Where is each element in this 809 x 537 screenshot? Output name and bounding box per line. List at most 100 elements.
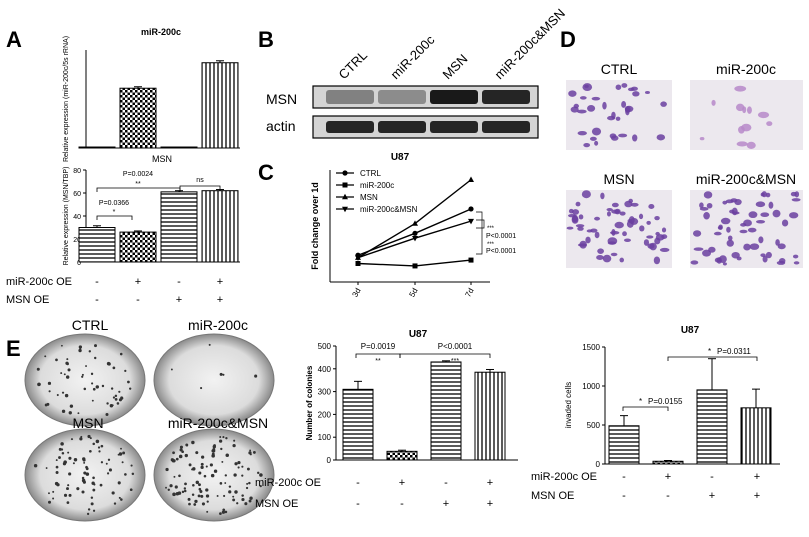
cell-3-52 [626,220,634,228]
cell-3-25 [622,231,627,237]
chart-c-legend-marker-3 [342,193,348,200]
colony-4-4 [192,483,195,487]
colony-4-51 [224,474,227,477]
blot-row-label-actin: actin [266,118,296,134]
colony-1-9 [95,385,100,389]
sig-pvalue-a-1: P=0.0366 [99,200,129,207]
chart-c-xtick-label: 3d [350,287,362,299]
chart-c-point-1-3 [468,206,474,212]
colony-3-54 [52,497,55,500]
chart-e-colonies-bar-4 [474,371,506,461]
colony-1-17 [81,375,84,378]
cell-4-48 [703,211,710,220]
colony-1-32 [85,365,87,367]
cell-2-9 [736,141,748,147]
cell-3-48 [578,214,584,220]
colony-1-45 [48,390,51,393]
colony-2-5 [170,368,173,371]
cell-2-7 [746,106,752,114]
cell-4-1 [720,217,731,225]
colony-3-49 [120,498,123,501]
sig-star-e-2: *** [451,358,459,365]
cell-3-4 [630,202,639,207]
colony-4-54 [209,463,213,467]
cell-4-4 [727,235,733,241]
colony-1-21 [36,367,40,371]
colony-3-60 [63,493,68,497]
colony-4-8 [252,450,256,454]
sig-star-e-4: * [708,347,711,356]
colony-4-89 [234,490,238,494]
colony-3-1 [88,449,92,453]
colony-4-99 [249,453,252,456]
colony-2-4 [200,386,203,390]
sig-bracket-e-4 [667,356,758,361]
chart-c-xtick-label: 5d [407,287,419,299]
chart-a-bottom-bar-3 [160,191,198,263]
chart-e-colonies-ytick-label: 200 [318,410,332,419]
chart-c-xtick-label: 7d [463,287,475,299]
colony-3-28 [76,487,80,491]
colony-1-19 [112,396,116,399]
chart-a-bottom-ytick-label: 40 [73,214,81,221]
colony-4-100 [205,488,209,492]
sig-star-a-1: * [113,209,116,216]
colony-1-48 [91,399,94,402]
chart-a-top-bar-2 [119,87,157,149]
panel-label-d: D [560,27,576,52]
colony-1-50 [114,394,118,398]
colony-2-1 [208,343,211,346]
colony-3-47 [99,483,103,487]
colony-3-42 [92,488,96,492]
image-d-label-1: CTRL [601,61,638,77]
cell-4-46 [768,201,774,209]
table-e1-mir-sign-2: + [399,477,405,489]
cell-3-20 [579,240,587,249]
colony-3-44 [95,439,100,444]
cell-4-15 [789,212,799,219]
cell-4-12 [713,231,722,236]
colony-4-10 [246,467,250,471]
chart-e-colonies-title: U87 [409,329,428,340]
colony-3-75 [60,442,64,446]
sig-bracket-a-1 [96,215,133,220]
cell-4-24 [748,211,758,219]
table-a-msn-sign-4: + [217,294,223,306]
colony-4-104 [237,460,241,465]
cell-1-16 [660,101,667,107]
table-e2-mir-sign-1: - [622,471,626,483]
chart-a-top-title: miR-200c [141,27,181,37]
colony-4-77 [179,448,183,452]
colony-4-67 [188,502,191,506]
colony-4-75 [241,494,244,497]
colony-1-34 [44,403,48,407]
colony-4-17 [224,482,227,484]
blot-lane-label-4: miR-200c&MSN [492,6,569,83]
chart-e-invaded-ytick-label: 0 [596,460,601,469]
cell-3-34 [590,228,598,233]
table-a-msn-sign-3: + [176,294,182,306]
cell-3-47 [575,201,581,207]
panel-label-c: C [258,160,274,185]
chart-a-bottom-bar-2 [119,231,157,263]
colony-1-43 [114,397,118,401]
colony-1-4 [68,411,72,415]
cell-1-29 [584,84,589,88]
colony-3-32 [66,501,70,504]
colony-4-34 [187,497,191,501]
colony-3-51 [111,491,115,495]
panel-label-e: E [6,336,21,361]
colony-4-55 [216,494,219,497]
msn-oe-label-a: MSN OE [6,294,49,306]
colony-2-2 [222,373,225,376]
cell-3-51 [611,209,620,214]
dish-label-2: miR-200c [188,317,248,333]
panel-label-a: A [6,27,22,52]
cell-4-32 [726,226,731,233]
cell-4-42 [772,209,781,218]
colony-4-97 [232,498,236,502]
colony-1-59 [37,382,41,387]
colony-1-58 [60,372,63,375]
mir-oe-label-a: miR-200c OE [6,276,72,288]
chart-a-bottom-ytick-label: 60 [73,191,81,198]
